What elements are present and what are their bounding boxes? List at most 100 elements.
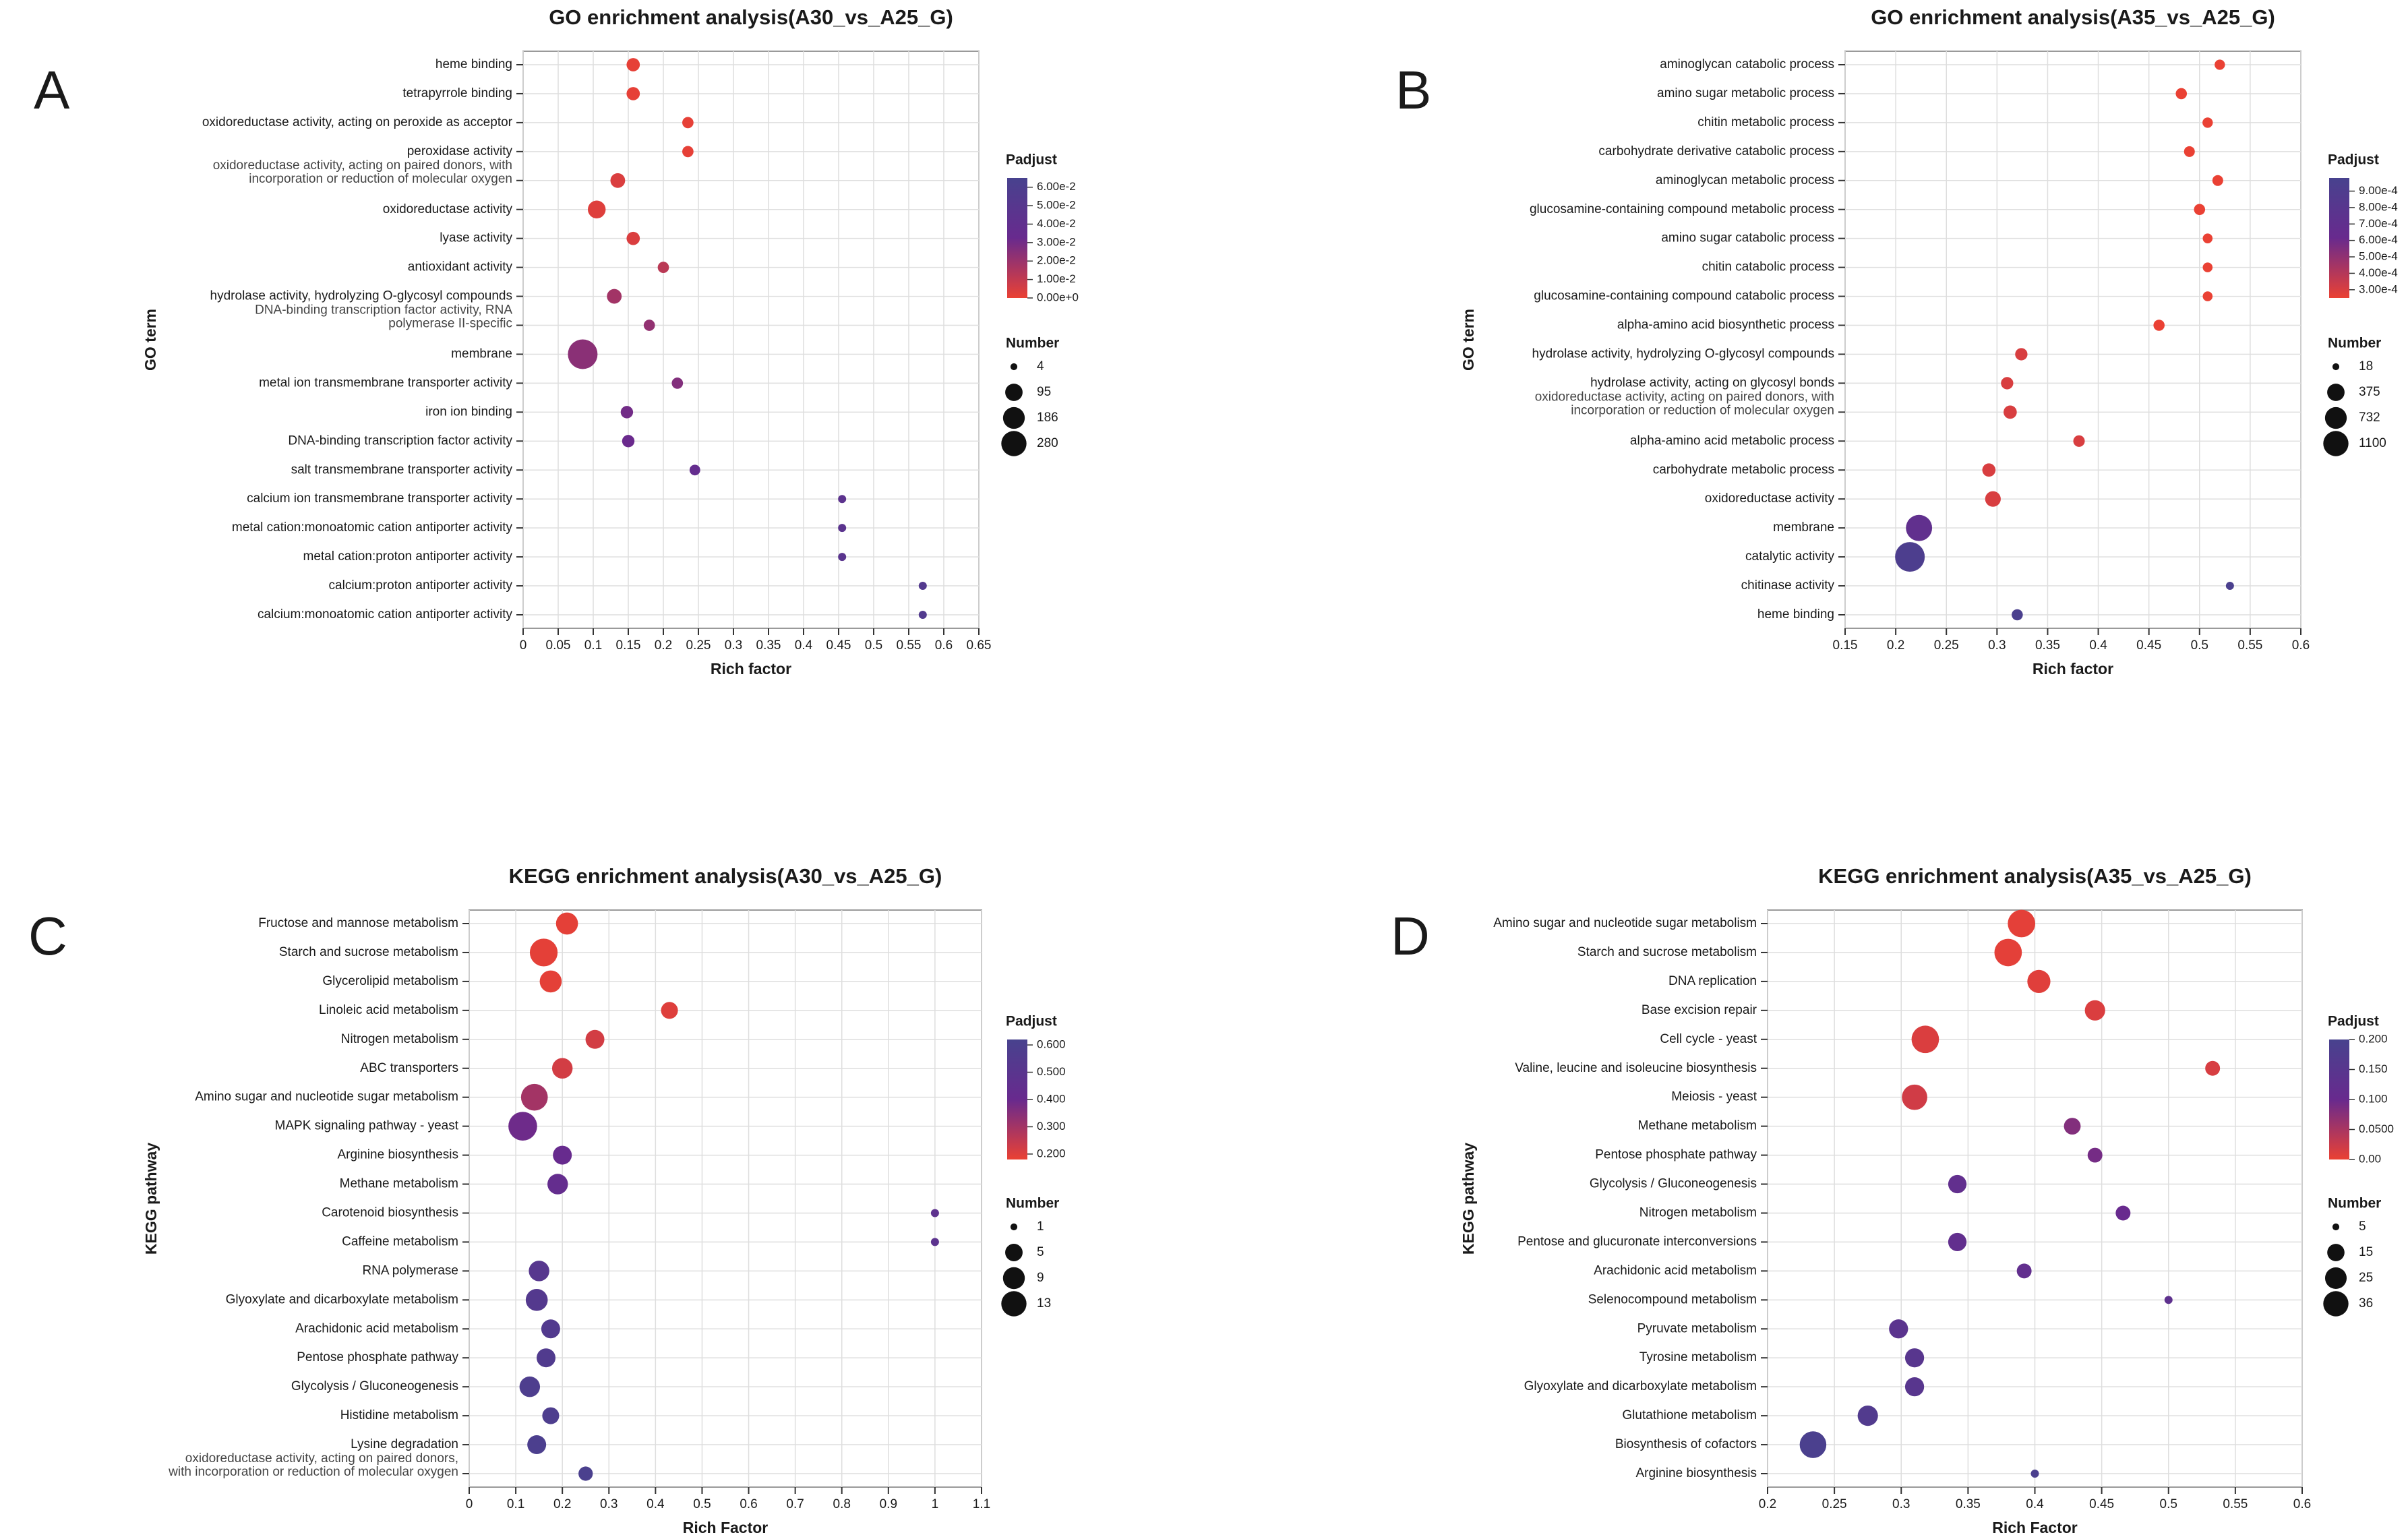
data-point xyxy=(568,339,598,369)
category-label: Tyrosine metabolism xyxy=(1639,1350,1757,1364)
data-point xyxy=(1857,1406,1878,1426)
category-label: carbohydrate derivative catabolic proces… xyxy=(1598,144,1834,158)
colorbar-tick-label: 3.00e-2 xyxy=(1037,235,1076,248)
data-point xyxy=(2164,1296,2173,1304)
x-tick-label: 0.5 xyxy=(865,638,882,653)
category-label: Glutathione metabolism xyxy=(1622,1408,1757,1422)
data-point xyxy=(2205,1060,2221,1076)
x-tick-label: 0.1 xyxy=(507,1497,524,1511)
panel-a: A GO enrichment analysis(A30_vs_A25_G) 0 0.… xyxy=(34,5,1079,677)
category-label: Fructose and mannose metabolism xyxy=(258,916,458,930)
category-label: Pentose phosphate pathway xyxy=(1595,1148,1757,1162)
colorbar-title: Padjust xyxy=(1006,152,1057,168)
category-label: Pentose phosphate pathway xyxy=(297,1350,458,1364)
data-point xyxy=(838,524,847,533)
category-label: Base excision repair xyxy=(1642,1003,1757,1017)
data-point xyxy=(1985,491,2001,507)
colorbar-title: Padjust xyxy=(2328,1014,2379,1029)
category-label: glucosamine-containing compound metaboli… xyxy=(1530,202,1834,216)
category-label: Glycolysis / Gluconeogenesis xyxy=(291,1379,458,1393)
x-tick-label: 0.5 xyxy=(2160,1497,2177,1511)
category-label: alpha-amino acid biosynthetic process xyxy=(1617,318,1834,332)
category-label: Histidine metabolism xyxy=(340,1408,458,1422)
category-label: lyase activity xyxy=(440,231,512,245)
data-point xyxy=(2016,1263,2032,1279)
category-label: Pentose and glucuronate interconversions xyxy=(1517,1234,1757,1248)
category-label: DNA-binding transcription factor activit… xyxy=(255,303,512,318)
data-point xyxy=(541,1319,560,1339)
category-label: DNA-binding transcription factor activit… xyxy=(288,433,512,448)
data-point xyxy=(838,495,847,504)
x-tick-label: 0.35 xyxy=(1956,1497,1981,1511)
data-point xyxy=(1948,1232,1967,1252)
category-label: alpha-amino acid metabolic process xyxy=(1630,433,1834,448)
colorbar-tick-label: 0.200 xyxy=(1037,1147,1066,1159)
size-legend-dot xyxy=(2332,363,2340,371)
category-label: hydrolase activity, hydrolyzing O-glycos… xyxy=(1532,346,1834,361)
data-point xyxy=(578,1466,593,1481)
data-point xyxy=(661,1002,678,1019)
data-point xyxy=(657,262,669,273)
data-point xyxy=(553,1145,572,1165)
data-point xyxy=(542,1407,560,1424)
x-tick-label: 0.45 xyxy=(2136,638,2161,653)
colorbar-title: Padjust xyxy=(1006,1014,1057,1029)
size-legend-label: 25 xyxy=(2359,1271,2373,1285)
category-label: Arachidonic acid metabolism xyxy=(1594,1263,1757,1277)
category-label: Methane metabolism xyxy=(1638,1119,1757,1133)
size-legend-label: 1100 xyxy=(2359,436,2386,450)
colorbar-tick-label: 0.00 xyxy=(2359,1152,2381,1165)
category-label: Glycolysis / Gluconeogenesis xyxy=(1590,1177,1757,1191)
category-label: tetrapyrrole binding xyxy=(402,86,512,100)
category-label: heme binding xyxy=(435,57,512,71)
x-tick-label: 0 xyxy=(520,638,527,653)
data-point xyxy=(547,1174,568,1195)
size-legend-dot xyxy=(2327,1244,2345,1261)
category-label: Nitrogen metabolism xyxy=(1639,1205,1757,1219)
category-label: ABC transporters xyxy=(360,1061,458,1075)
x-tick-label: 0.3 xyxy=(600,1497,618,1511)
colorbar-tick-label: 6.00e-2 xyxy=(1037,180,1076,193)
category-label: incorporation or reduction of molecular … xyxy=(1571,403,1834,417)
x-tick-label: 0.15 xyxy=(616,638,641,653)
data-point xyxy=(1895,542,1925,572)
data-point xyxy=(585,1029,605,1049)
category-label: oxidoreductase activity xyxy=(383,202,513,216)
plot-area xyxy=(469,909,982,1488)
size-legend-dot xyxy=(1005,1244,1023,1261)
data-point xyxy=(626,231,640,245)
size-legend-dot xyxy=(2327,384,2345,401)
x-tick-label: 0.2 xyxy=(553,1497,571,1511)
data-point xyxy=(1906,514,1933,541)
data-point xyxy=(2004,405,2017,419)
data-point xyxy=(930,1209,939,1217)
data-point xyxy=(2212,175,2223,186)
category-label: Methane metabolism xyxy=(340,1177,458,1191)
x-tick-label: 0.5 xyxy=(2191,638,2208,653)
size-legend-dot xyxy=(2323,1291,2349,1317)
category-label: peroxidase activity xyxy=(407,144,513,158)
data-point xyxy=(2027,969,2051,994)
y-axis-title: KEGG pathway xyxy=(1459,1143,1477,1255)
colorbar-tick-label: 0.600 xyxy=(1037,1038,1066,1051)
data-point xyxy=(555,912,578,935)
category-label: chitinase activity xyxy=(1741,578,1835,593)
colorbar-tick-label: 4.00e-4 xyxy=(2359,266,2398,279)
size-legend-dot xyxy=(2324,1267,2347,1290)
data-point xyxy=(1982,463,1996,477)
x-tick-label: 0 xyxy=(466,1497,473,1511)
size-legend-label: 5 xyxy=(2359,1219,2366,1234)
category-label: Meiosis - yeast xyxy=(1671,1090,1757,1104)
data-point xyxy=(918,611,927,619)
colorbar-tick-label: 6.00e-4 xyxy=(2359,233,2398,246)
data-point xyxy=(2115,1205,2131,1221)
size-legend-dot xyxy=(1010,363,1018,371)
category-label: Arginine biosynthesis xyxy=(1635,1466,1757,1480)
category-label: catalytic activity xyxy=(1745,549,1834,564)
category-label: Caffeine metabolism xyxy=(342,1234,458,1248)
colorbar xyxy=(1007,178,1027,298)
size-legend-label: 1 xyxy=(1037,1219,1044,1234)
x-axis-title: Rich factor xyxy=(2033,660,2113,677)
data-point xyxy=(587,200,606,218)
colorbar-tick-label: 3.00e-4 xyxy=(2359,282,2398,295)
